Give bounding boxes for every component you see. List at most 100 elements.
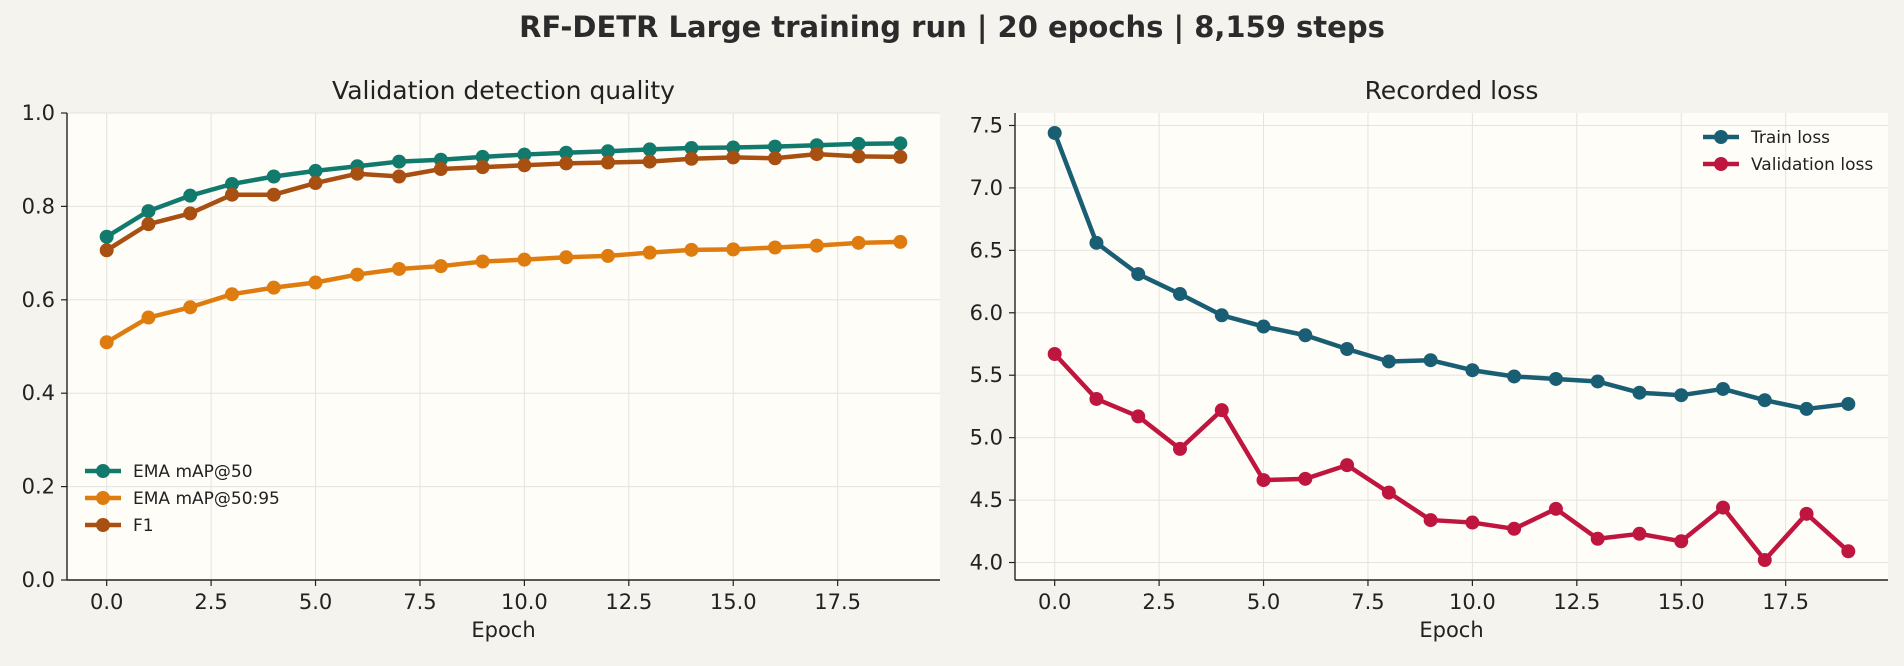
chart-0-series-ema-map-50-point-14 [684,141,699,156]
chart-1-series-validation-loss-point-9 [1423,513,1438,528]
panel-validation-quality: 0.0 2.5 5.0 7.5 10.0 12.5 15.0 17.5 0.0 0.2 0.4 0.6… [22,76,940,642]
chart-1-series-train-loss-point-15 [1674,388,1689,403]
chart-0-series-ema-map-50-95-point-17 [809,238,824,253]
chart-1-xtick-label-5: 12.5 [1553,590,1600,614]
chart-1-series-validation-loss-point-7 [1340,458,1355,473]
chart-0-series-ema-map-50-point-1 [141,204,156,219]
chart-0-series-f1-point-1 [141,217,156,232]
chart-0-series-ema-map-50-95-point-11 [559,250,574,265]
panel-recorded-loss: 0.0 2.5 5.0 7.5 10.0 12.5 15.0 17.5 4.0 4.5 5.0 5.5… [970,76,1888,642]
chart-0-series-ema-map-50-95-point-3 [224,287,239,302]
chart-0-plot-area [67,113,940,580]
chart-1-series-train-loss-point-1 [1089,235,1104,250]
chart-0-xtick-label-3: 7.5 [403,590,436,614]
chart-0-legend: EMA mAP@50 EMA mAP@50:95 F1 [85,462,280,536]
chart-0-xtick-label-4: 10.0 [501,590,548,614]
chart-0-series-f1-point-11 [559,156,574,171]
chart-0-series-ema-map-50-point-15 [726,140,741,155]
chart-1-series-validation-loss-point-13 [1590,531,1605,546]
chart-0-legend-f1-label: F1 [133,516,154,536]
chart-0-series-ema-map-50-point-19 [893,136,908,151]
chart-1-ytick-label-5: 6.5 [970,238,1003,262]
chart-0-series-ema-map-50-point-2 [183,188,198,203]
chart-0-legend-ema-map-50-label: EMA mAP@50 [133,462,253,482]
chart-0-series-ema-map-50-95-point-2 [183,300,198,315]
chart-1-series-validation-loss-point-3 [1172,441,1187,456]
chart-1-series-validation-loss-point-0 [1047,346,1062,361]
chart-1-ytick-label-3: 5.5 [970,363,1003,387]
chart-0-series-ema-map-50-point-11 [559,145,574,160]
chart-0-series-f1-point-4 [266,187,281,202]
chart-0-series-ema-map-50-point-4 [266,169,281,184]
chart-0-ytick-label-3: 0.6 [22,288,55,312]
chart-0-series-ema-map-50-point-10 [517,147,532,162]
chart-0-series-f1-point-17 [809,147,824,162]
chart-1-series-train-loss-point-16 [1716,381,1731,396]
chart-1-legend: Train loss Validation loss [1703,128,1873,175]
chart-0-series-f1-point-15 [726,150,741,165]
chart-0-series-ema-map-50-point-12 [600,144,615,159]
chart-1-series-train-loss-point-9 [1423,353,1438,368]
chart-0-series-ema-map-50-95-point-6 [350,267,365,282]
chart-0-series-f1-point-7 [392,169,407,184]
chart-0-series-ema-map-50-point-7 [392,154,407,169]
chart-0-series-f1-point-16 [768,151,783,166]
chart-1-xtick-label-4: 10.0 [1449,590,1496,614]
chart-0-series-ema-map-50-95-point-13 [642,245,657,260]
chart-1-xtick-label-0: 0.0 [1038,590,1071,614]
chart-0-series-f1-point-6 [350,166,365,181]
chart-0-series-ema-map-50-point-16 [768,139,783,154]
chart-0-series-f1-point-9 [475,160,490,175]
chart-0-series-ema-map-50-95-point-12 [600,248,615,263]
chart-1-series-train-loss-point-13 [1590,374,1605,389]
chart-1-ytick-label-6: 7.0 [970,176,1003,200]
chart-0-series-ema-map-50-95-point-16 [768,240,783,255]
chart-1-ytick-label-1: 4.5 [970,488,1003,512]
chart-0-xtick-label-7: 17.5 [814,590,861,614]
chart-0-xtick-label-0: 0.0 [90,590,123,614]
chart-1-ytick-label-0: 4.0 [970,551,1003,575]
chart-0-series-ema-map-50-95-point-1 [141,310,156,325]
chart-0-series-f1-point-3 [224,187,239,202]
chart-1-series-validation-loss-point-11 [1507,521,1522,536]
chart-0-series-ema-map-50-point-5 [308,163,323,178]
chart-1-series-validation-loss-point-15 [1674,534,1689,549]
chart-1-xtick-label-6: 15.0 [1658,590,1705,614]
chart-1-title: Recorded loss [1365,76,1539,105]
chart-1-series-validation-loss-point-2 [1131,409,1146,424]
chart-0-series-f1-point-19 [893,149,908,164]
chart-1-series-validation-loss-point-8 [1381,485,1396,500]
chart-0-series-f1-point-8 [433,162,448,177]
chart-1-series-train-loss-point-10 [1465,363,1480,378]
chart-0-ytick-label-4: 0.8 [22,194,55,218]
chart-1-legend-train-loss-label: Train loss [1750,128,1830,148]
chart-1-xtick-label-1: 2.5 [1142,590,1175,614]
chart-1-series-train-loss-point-17 [1757,393,1772,408]
chart-1-series-validation-loss-point-19 [1841,544,1856,559]
chart-1-series-validation-loss-point-18 [1799,506,1814,521]
chart-0-series-ema-map-50-point-0 [99,229,114,244]
chart-1-series-validation-loss-point-16 [1716,500,1731,515]
chart-0-series-f1-point-13 [642,154,657,169]
chart-0-series-ema-map-50-95-point-18 [851,235,866,250]
chart-0-xlabel: Epoch [471,618,535,642]
chart-1-xlabel: Epoch [1419,618,1483,642]
chart-1-xtick-label-7: 17.5 [1762,590,1809,614]
chart-1-series-train-loss-point-12 [1548,371,1563,386]
chart-1-series-train-loss-point-2 [1131,267,1146,282]
chart-1-series-validation-loss-point-17 [1757,553,1772,568]
chart-0-ytick-label-1: 0.2 [22,475,55,499]
chart-1-series-train-loss-point-4 [1214,308,1229,323]
chart-0-ytick-label-5: 1.0 [22,101,55,125]
chart-0-legend-ema-map-50-marker [96,464,110,478]
chart-1-series-validation-loss-line [1052,351,1851,563]
chart-1-series-train-loss-point-7 [1340,341,1355,356]
chart-1-legend-train-loss-marker [1714,130,1728,144]
chart-1-series-train-loss-point-8 [1381,354,1396,369]
chart-0-ytick-label-2: 0.4 [22,381,55,405]
chart-1-series-validation-loss-point-6 [1298,471,1313,486]
chart-0-series-f1-point-12 [600,155,615,170]
chart-0-series-ema-map-50-95-point-19 [893,234,908,249]
chart-1-xtick-label-3: 7.5 [1351,590,1384,614]
